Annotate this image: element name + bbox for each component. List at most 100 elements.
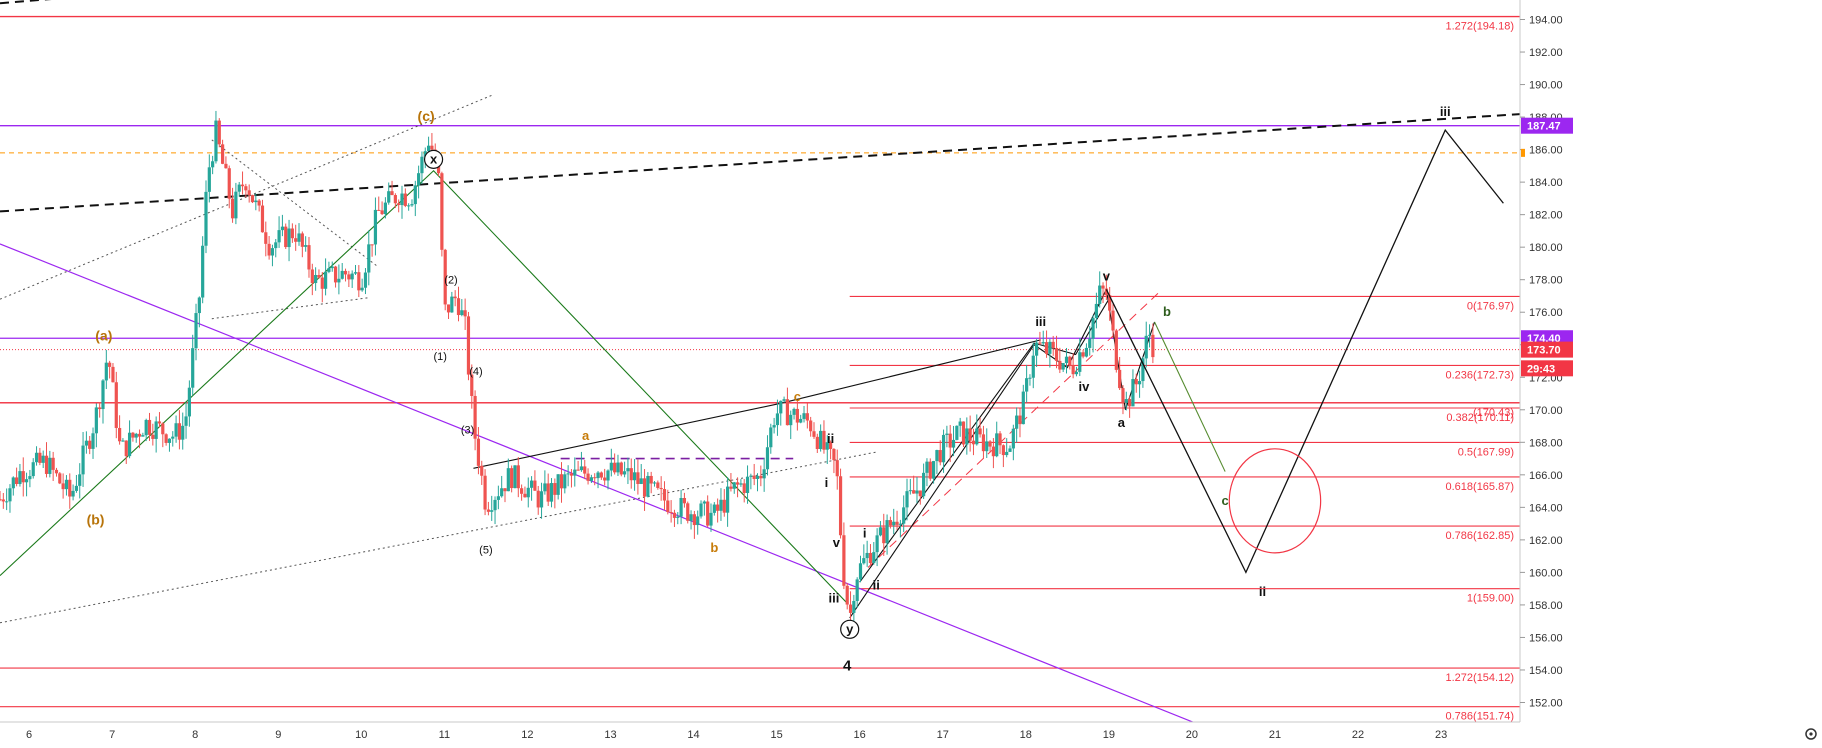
candle-body bbox=[975, 428, 979, 445]
candle-body bbox=[1134, 379, 1138, 385]
wave-line bbox=[473, 339, 1041, 469]
candle-body bbox=[28, 476, 32, 480]
x-tick-label: 16 bbox=[854, 729, 866, 741]
candle-body bbox=[230, 198, 235, 219]
candle-body bbox=[583, 466, 587, 474]
candle-body bbox=[563, 474, 567, 489]
candle-body bbox=[878, 527, 883, 536]
candle-body bbox=[211, 161, 215, 168]
candle-body bbox=[981, 434, 986, 452]
y-tick-label: 170.00 bbox=[1529, 405, 1563, 417]
candle-body bbox=[476, 438, 481, 466]
fib-level-label: (170.43) bbox=[1473, 407, 1514, 419]
candle-body bbox=[297, 233, 301, 242]
x-tick-label: 6 bbox=[26, 729, 32, 741]
wave-label: (1) bbox=[433, 351, 446, 363]
candle-body bbox=[127, 432, 132, 457]
x-tick-label: 10 bbox=[355, 729, 367, 741]
candle-body bbox=[922, 472, 926, 497]
wave-label: iii bbox=[1440, 104, 1451, 119]
candle-body bbox=[948, 433, 952, 448]
candle-body bbox=[539, 491, 544, 508]
candle-body bbox=[1, 499, 5, 502]
candle-body bbox=[795, 408, 799, 423]
candle-body bbox=[769, 427, 773, 448]
wave-label: b bbox=[1163, 304, 1171, 319]
candle-body bbox=[819, 430, 823, 450]
candle-body bbox=[24, 479, 29, 483]
candle-body bbox=[38, 452, 42, 463]
candle-body bbox=[131, 432, 135, 438]
candle-body bbox=[902, 507, 906, 524]
candle-body bbox=[254, 200, 258, 203]
candle-body bbox=[579, 466, 584, 471]
candle-body bbox=[1091, 318, 1095, 339]
settings-button[interactable] bbox=[1805, 728, 1817, 740]
candle-body bbox=[300, 233, 304, 247]
candle-body bbox=[244, 186, 248, 191]
candle-body bbox=[1147, 334, 1152, 336]
wave-label: (4) bbox=[469, 366, 482, 378]
candle-body bbox=[164, 434, 168, 443]
wave-label: (5) bbox=[479, 545, 492, 557]
candle-body bbox=[1051, 341, 1055, 348]
candle-body bbox=[549, 483, 554, 502]
gear-icon[interactable] bbox=[1805, 728, 1817, 740]
candle-body bbox=[742, 483, 746, 494]
candle-body bbox=[290, 228, 294, 239]
candle-body bbox=[759, 475, 763, 479]
projection-path-green bbox=[1154, 321, 1226, 472]
candle-body bbox=[147, 419, 152, 435]
candle-body bbox=[706, 501, 710, 526]
trend-line bbox=[0, 0, 52, 5]
candle-body bbox=[8, 488, 12, 502]
candle-body bbox=[848, 604, 853, 613]
candle-body bbox=[430, 145, 434, 150]
candle-body bbox=[526, 487, 530, 498]
candle-body bbox=[1104, 288, 1108, 296]
candle-body bbox=[868, 552, 873, 564]
candle-body bbox=[187, 387, 191, 417]
fib-level-label: 0(176.97) bbox=[1467, 300, 1514, 312]
candle-body bbox=[78, 474, 82, 486]
candle-body bbox=[799, 418, 803, 423]
price-tag bbox=[1521, 117, 1573, 134]
candle-body bbox=[941, 434, 946, 463]
candle-body bbox=[51, 457, 55, 470]
y-tick-label: 192.00 bbox=[1529, 47, 1563, 59]
candle-body bbox=[1058, 360, 1062, 370]
candle-body bbox=[576, 469, 580, 471]
y-tick-label: 186.00 bbox=[1529, 145, 1563, 157]
fib-level-label: 0.382(170.11) bbox=[1446, 412, 1514, 424]
candle-body bbox=[789, 414, 793, 426]
candle-body bbox=[692, 514, 696, 526]
candle-body bbox=[317, 274, 321, 278]
candle-body bbox=[71, 490, 75, 497]
candle-body bbox=[446, 304, 451, 313]
trend-line bbox=[211, 297, 370, 320]
fib-level-label: 0.786(162.85) bbox=[1446, 530, 1515, 542]
plot-area[interactable]: 1.272(194.18) 0(176.97) 0.236(172.73) 0.382… bbox=[0, 0, 1524, 735]
candle-body bbox=[380, 210, 384, 215]
target-ellipse bbox=[1228, 448, 1322, 554]
candle-body bbox=[74, 485, 79, 491]
candle-body bbox=[905, 491, 909, 508]
candle-body bbox=[18, 471, 22, 484]
candle-body bbox=[510, 468, 514, 489]
candle-body bbox=[204, 191, 208, 246]
candle-body bbox=[928, 461, 932, 479]
x-tick-label: 13 bbox=[604, 729, 616, 741]
candle-body bbox=[765, 447, 770, 470]
candle-body bbox=[237, 184, 241, 192]
candle-body bbox=[21, 471, 25, 483]
candle-body bbox=[486, 509, 490, 512]
fib-level-label: 1(159.00) bbox=[1467, 593, 1514, 605]
candle-body bbox=[466, 316, 471, 375]
candle-body bbox=[1128, 399, 1132, 407]
candle-body bbox=[995, 433, 999, 457]
candle-body bbox=[865, 552, 869, 559]
candle-body bbox=[310, 269, 314, 284]
candle-body bbox=[682, 497, 687, 504]
wave-label: a bbox=[1118, 415, 1126, 430]
